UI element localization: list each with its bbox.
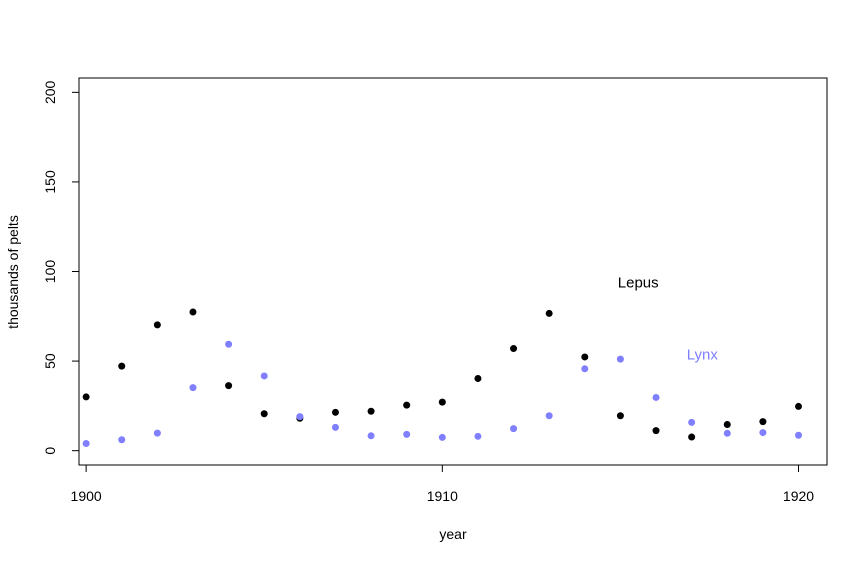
data-points xyxy=(82,308,803,447)
data-point-lynx xyxy=(118,436,126,444)
data-point-lynx xyxy=(795,431,803,439)
data-point-lepus xyxy=(189,308,197,316)
x-tick-label: 1920 xyxy=(783,488,814,504)
data-point-lepus xyxy=(82,393,90,401)
data-point-lynx xyxy=(153,429,161,437)
data-point-lepus xyxy=(331,408,339,416)
data-point-lepus xyxy=(403,401,411,409)
data-point-lepus xyxy=(474,374,482,382)
data-point-lynx xyxy=(474,432,482,440)
data-point-lepus xyxy=(118,362,126,370)
series-labels: Lepus Lynx xyxy=(618,275,719,364)
data-point-lynx xyxy=(688,418,696,426)
y-axis-title: thousands of pelts xyxy=(5,215,21,329)
data-point-lynx xyxy=(652,393,660,401)
data-point-lynx xyxy=(331,423,339,431)
y-tick-label: 0 xyxy=(42,447,58,455)
data-point-lynx xyxy=(403,430,411,438)
x-axis-title: year xyxy=(439,526,467,542)
data-point-lepus xyxy=(260,410,268,418)
data-point-lepus xyxy=(225,382,233,390)
data-point-lynx xyxy=(545,412,553,420)
data-point-lynx xyxy=(296,413,304,421)
y-tick-label: 100 xyxy=(42,260,58,284)
y-tick-label: 50 xyxy=(42,353,58,369)
x-axis: 1900 1910 1920 xyxy=(71,464,814,504)
y-tick-label: 200 xyxy=(42,80,58,104)
data-point-lepus xyxy=(795,402,803,410)
y-tick-label: 150 xyxy=(42,170,58,194)
x-tick-label: 1900 xyxy=(71,488,102,504)
data-point-lynx xyxy=(510,425,518,433)
data-point-lynx xyxy=(759,429,767,437)
data-point-lynx xyxy=(189,384,197,392)
data-point-lepus xyxy=(367,407,375,415)
x-tick-label: 1910 xyxy=(427,488,458,504)
data-point-lepus xyxy=(581,353,589,361)
data-point-lynx xyxy=(581,365,589,373)
data-point-lynx xyxy=(616,355,624,363)
data-point-lynx xyxy=(82,440,90,447)
y-axis: 0 50 100 150 200 xyxy=(42,80,80,455)
data-point-lepus xyxy=(688,433,696,441)
series-label-lepus: Lepus xyxy=(618,275,659,292)
data-point-lepus xyxy=(153,321,161,329)
data-point-lepus xyxy=(438,398,446,406)
data-point-lepus xyxy=(510,345,518,353)
data-point-lynx xyxy=(260,372,268,380)
data-point-lynx xyxy=(438,433,446,441)
series-label-lynx: Lynx xyxy=(687,346,719,363)
data-point-lepus xyxy=(616,412,624,420)
plot-frame xyxy=(78,77,828,466)
data-point-lepus xyxy=(545,309,553,317)
data-point-lepus xyxy=(652,427,660,435)
data-point-lynx xyxy=(225,340,233,348)
data-point-lepus xyxy=(723,421,731,429)
data-point-lepus xyxy=(759,418,767,426)
data-point-lynx xyxy=(723,429,731,437)
data-point-lynx xyxy=(367,432,375,440)
